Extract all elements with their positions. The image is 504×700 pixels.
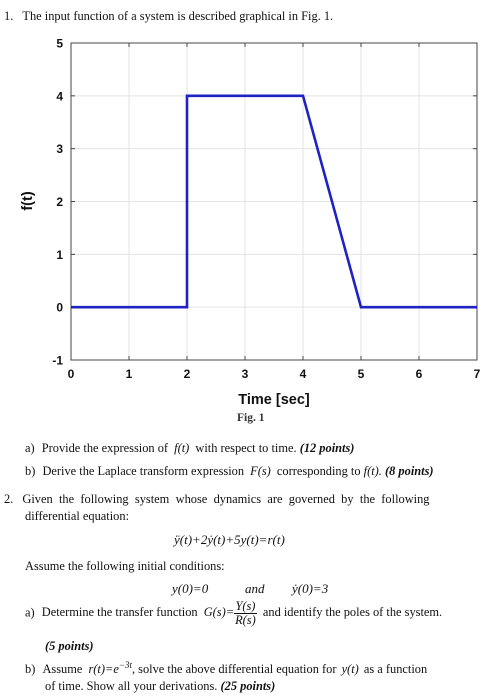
q2-part-a-points: (5 points) [45, 639, 94, 653]
q2-part-b-math-1: r(t)=e [88, 662, 119, 677]
y-tick-label-3: 3 [56, 142, 63, 156]
q2-part-b-text: Assume [42, 662, 83, 677]
question-2-line-2: differential equation: [25, 509, 130, 523]
x-tick-label-2: 2 [184, 367, 191, 381]
question-2-header: 2. Given the following system whose dyna… [4, 492, 430, 507]
q2-part-a-label: a) [25, 605, 35, 620]
y-tick-label-2: 2 [56, 195, 63, 209]
question-2-number: 2. [4, 492, 14, 506]
initial-condition-2: ẏ(0)=3 [292, 581, 329, 596]
y-tick-label-0: 0 [56, 301, 63, 315]
question-2-line-1: Given the following system whose dynamic… [22, 492, 430, 506]
q2-part-b-points: (25 points) [220, 679, 276, 693]
x-tick-label-6: 6 [416, 367, 423, 381]
figure-caption: Fig. 1 [237, 412, 265, 424]
q2-part-a-math: G(s)= [203, 605, 235, 620]
transfer-function-fraction: Y(s) R(s) [234, 600, 257, 627]
question-1-text: The input function of a system is descri… [22, 9, 334, 23]
series-f-t-line [71, 94, 477, 309]
part-a-text: Provide the expression of [41, 441, 169, 455]
y-tick-label-5: 5 [56, 37, 63, 51]
question-1-part-b: b) Derive the Laplace transform expressi… [25, 464, 434, 479]
x-tick-labels: 0 1 2 3 4 5 6 7 [68, 367, 481, 381]
part-b-text-2: corresponding to [276, 464, 361, 478]
initial-condition-1: y(0)=0 [172, 581, 209, 596]
question-2-part-a: a) Determine the transfer function G(s)=… [25, 600, 442, 627]
question-1-header: 1. The input function of a system is des… [4, 9, 333, 24]
y-tick-label-1: 1 [56, 248, 63, 262]
initial-condition-and: and [245, 581, 265, 596]
q2-part-b-label: b) [25, 662, 36, 677]
differential-equation: ÿ(t)+2ẏ(t)+5y(t)=r(t) [174, 532, 285, 547]
part-a-text-2: with respect to time. [195, 441, 297, 455]
q2-part-b-math-2: y(t) [341, 662, 359, 677]
y-axis-label: f(t) [20, 191, 36, 210]
part-b-math-2: f(t). [363, 464, 382, 478]
x-tick-label-1: 1 [126, 367, 133, 381]
initial-conditions-text: Assume the following initial conditions: [25, 559, 225, 573]
part-b-math-1: F(s) [250, 464, 271, 478]
fraction-denominator: R(s) [235, 613, 256, 627]
q2-part-b-text-2: , solve the above differential equation … [131, 662, 337, 677]
part-a-label: a) [25, 441, 35, 455]
part-b-text: Derive the Laplace transform expression [42, 464, 245, 478]
fraction-numerator: Y(s) [234, 599, 257, 614]
x-tick-label-7: 7 [474, 367, 481, 381]
figure-1-chart: 0 1 2 3 4 5 6 7 -1 0 1 2 3 4 5 Time [sec] f(t) [20, 37, 481, 409]
y-tick-labels: -1 0 1 2 3 4 5 [52, 37, 63, 368]
y-tick-label--1: -1 [52, 354, 63, 368]
x-tick-label-5: 5 [358, 367, 365, 381]
part-a-math: f(t) [174, 441, 190, 455]
part-b-label: b) [25, 464, 36, 478]
q2-part-b-line-2-text: of time. Show all your derivations. [45, 679, 218, 693]
q2-part-a-text: Determine the transfer function [41, 605, 198, 620]
q2-part-b-text-3: as a function [363, 662, 428, 677]
question-1-part-a: a) Provide the expression of f(t) with r… [25, 441, 354, 456]
x-tick-label-3: 3 [242, 367, 249, 381]
y-tick-label-4: 4 [56, 89, 63, 103]
part-b-points: (8 points) [385, 464, 434, 478]
question-2-part-b: b) Assume r(t)=e−3t, solve the above dif… [25, 660, 427, 677]
x-tick-label-0: 0 [68, 367, 75, 381]
part-a-points: (12 points) [299, 441, 355, 455]
q2-part-b-exponent: −3t [118, 660, 132, 670]
question-2-part-b-line-2: of time. Show all your derivations. (25 … [45, 679, 275, 694]
x-axis-label: Time [sec] [238, 392, 310, 408]
question-1-number: 1. [4, 9, 14, 23]
x-tick-label-4: 4 [300, 367, 307, 381]
q2-part-a-text-2: and identify the poles of the system. [262, 605, 443, 620]
